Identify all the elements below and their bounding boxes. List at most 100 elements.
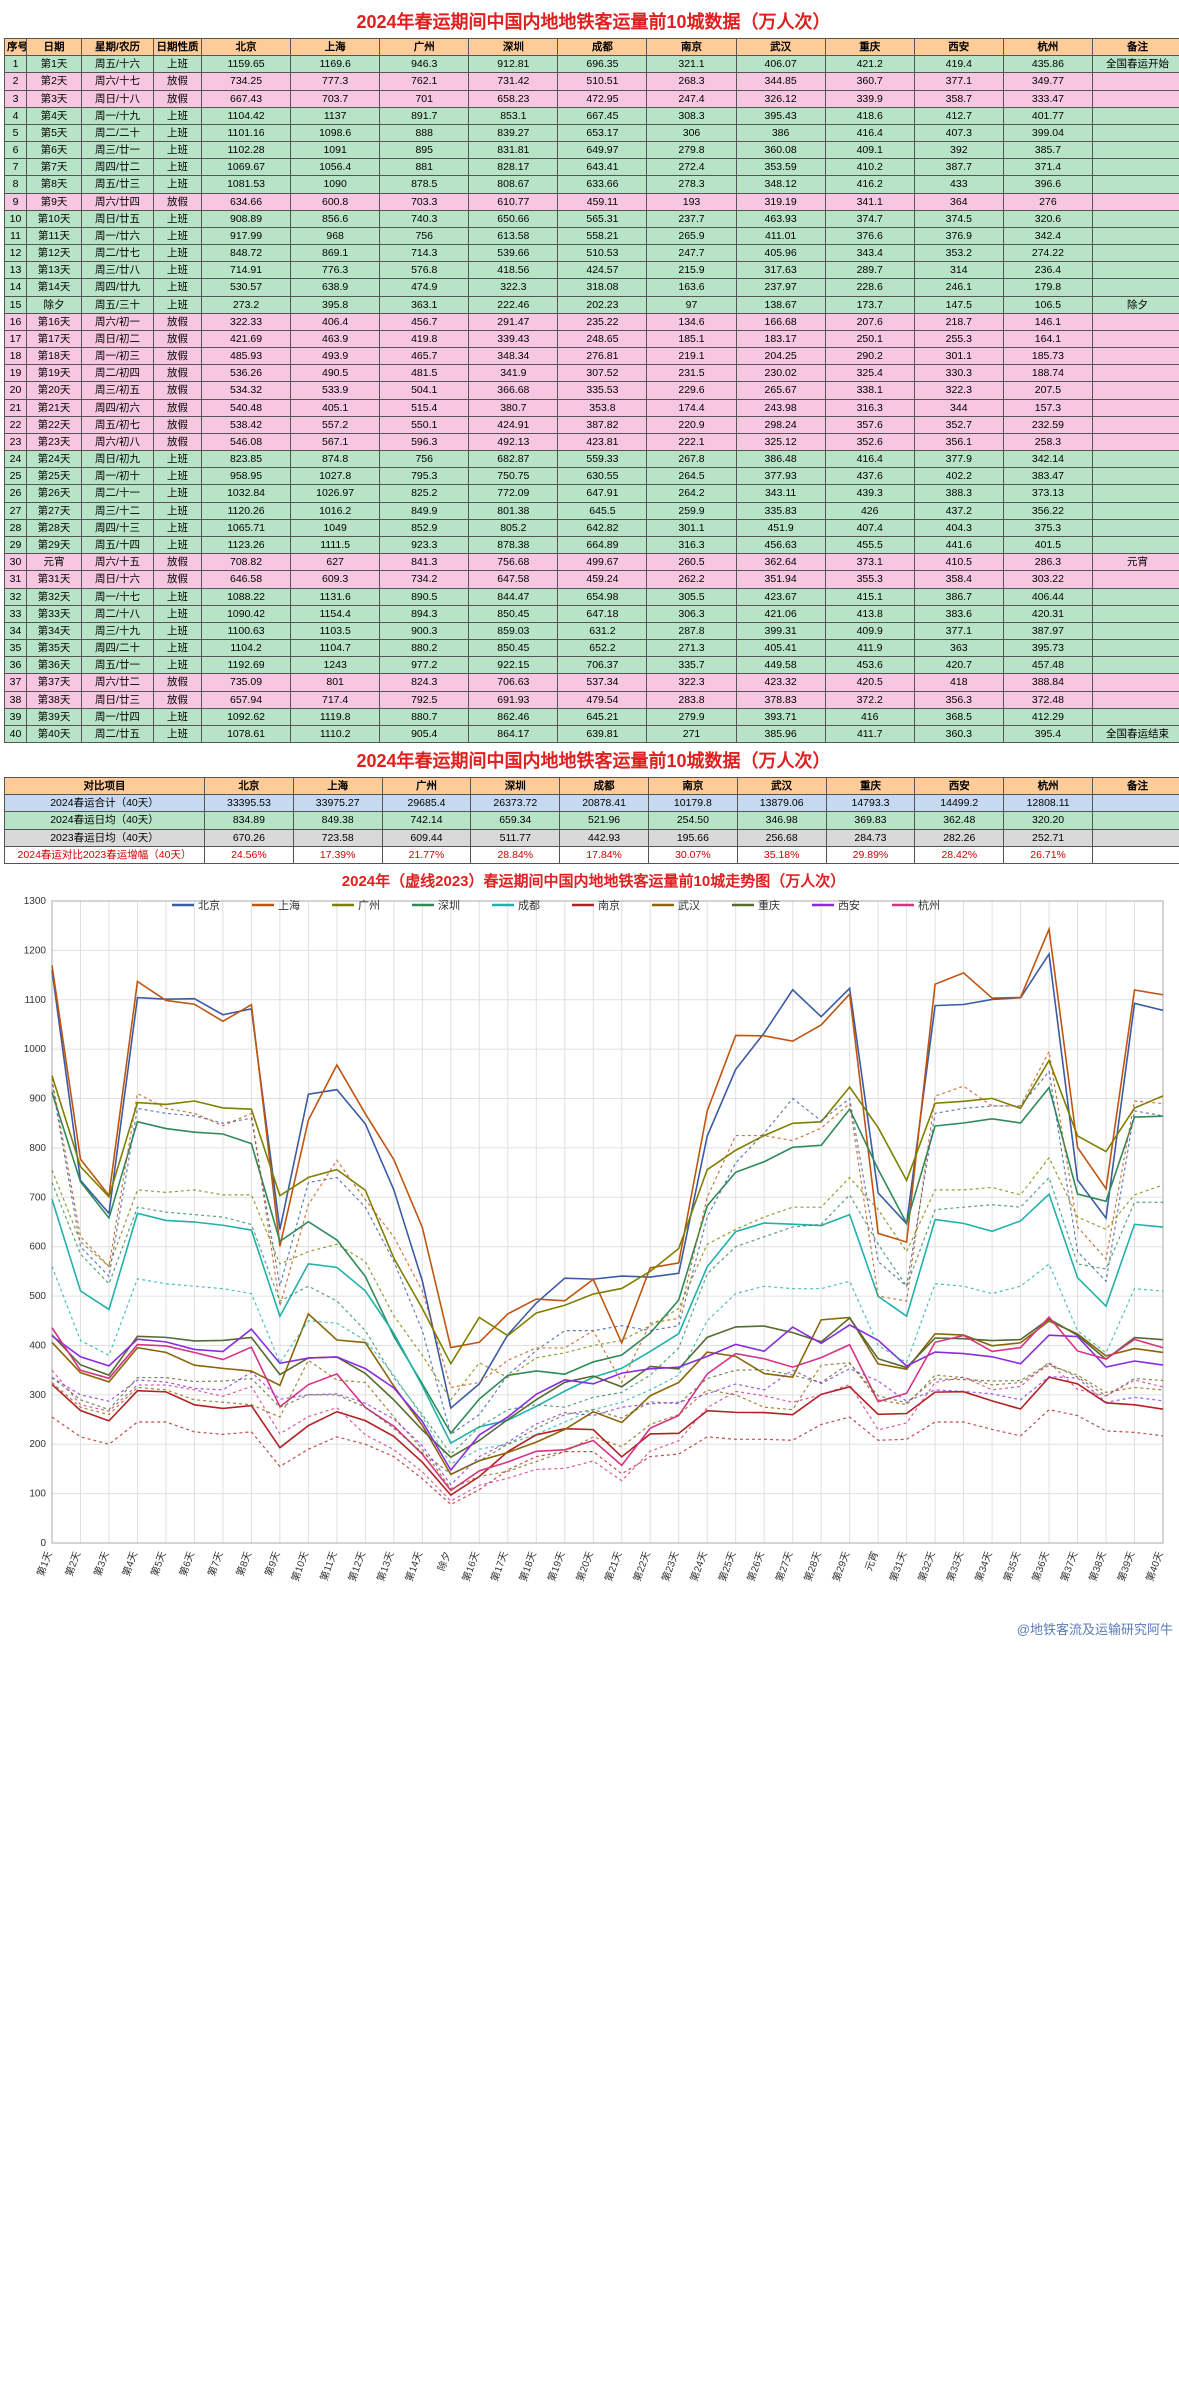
- table-cell: 286.3: [1003, 554, 1092, 571]
- table-cell: 1102.28: [202, 142, 291, 159]
- table-cell: [1093, 708, 1179, 725]
- table-row: 14第14天周四/廿九上班530.57638.9474.9322.3318.08…: [5, 279, 1179, 296]
- table-cell: 1192.69: [202, 657, 291, 674]
- table-cell: 634.66: [202, 193, 291, 210]
- table-cell: 第35天: [27, 640, 82, 657]
- table-cell: 273.2: [202, 296, 291, 313]
- table-cell: [1093, 485, 1179, 502]
- table-row: 13第13天周三/廿八上班714.91776.3576.8418.56424.5…: [5, 262, 1179, 279]
- table-cell: 638.9: [291, 279, 380, 296]
- table-cell: [1093, 365, 1179, 382]
- table-cell: 703.7: [291, 90, 380, 107]
- table-row: 16第16天周六/初一放假322.33406.4456.7291.47235.2…: [5, 313, 1179, 330]
- table-cell: 627: [291, 554, 380, 571]
- table-cell: 179.8: [1003, 279, 1092, 296]
- table-cell: 455.5: [825, 536, 914, 553]
- table-cell: 339.43: [469, 330, 558, 347]
- table-cell: 放假: [154, 330, 202, 347]
- table-cell: 1103.5: [291, 622, 380, 639]
- table-cell: 335.7: [647, 657, 736, 674]
- table-cell: 510.51: [558, 73, 647, 90]
- table-cell: 363.1: [380, 296, 469, 313]
- table-cell: 316.3: [825, 399, 914, 416]
- table-cell: 周日/十八: [82, 90, 154, 107]
- table-cell: [1093, 107, 1179, 124]
- table-cell: 421.2: [825, 56, 914, 73]
- table-cell: 1078.61: [202, 725, 291, 742]
- table-cell: 183.17: [736, 330, 825, 347]
- table-cell: 410.2: [825, 159, 914, 176]
- table-cell: 362.64: [736, 554, 825, 571]
- svg-text:第19天: 第19天: [545, 1549, 568, 1583]
- svg-text:广州: 广州: [358, 899, 380, 912]
- table-cell: 880.2: [380, 640, 469, 657]
- table-cell: 218.7: [914, 313, 1003, 330]
- table-row: 28第28天周四/十三上班1065.711049852.9805.2642.82…: [5, 519, 1179, 536]
- svg-text:第36天: 第36天: [1029, 1549, 1052, 1583]
- table-cell: 1027.8: [291, 468, 380, 485]
- table-cell: 第36天: [27, 657, 82, 674]
- table-cell: 1137: [291, 107, 380, 124]
- table-cell: 16: [5, 313, 27, 330]
- table-cell: 366.68: [469, 382, 558, 399]
- table-cell: 423.81: [558, 433, 647, 450]
- table-row: 26第26天周二/十一上班1032.841026.97825.2772.0964…: [5, 485, 1179, 502]
- table-cell: 320.20: [1004, 812, 1093, 829]
- table-cell: 第32天: [27, 588, 82, 605]
- chart-title: 2024年（虚线2023）春运期间中国内地地铁客运量前10城走势图（万人次）: [4, 870, 1179, 891]
- table-cell: 上班: [154, 245, 202, 262]
- table-cell: 567.1: [291, 433, 380, 450]
- table-row: 33第33天周二/十八上班1090.421154.4894.3850.45647…: [5, 605, 1179, 622]
- table-cell: 459.24: [558, 571, 647, 588]
- table-cell: 420.31: [1003, 605, 1092, 622]
- table-cell: 338.1: [825, 382, 914, 399]
- table-cell: 周日/廿三: [82, 691, 154, 708]
- table-cell: 1119.8: [291, 708, 380, 725]
- table-cell: 2023春运日均（40天）: [5, 829, 205, 846]
- table-cell: 844.47: [469, 588, 558, 605]
- table-cell: 533.9: [291, 382, 380, 399]
- table-cell: 424.91: [469, 416, 558, 433]
- table-cell: 439.3: [825, 485, 914, 502]
- table-cell: 32: [5, 588, 27, 605]
- table-cell: 282.26: [915, 829, 1004, 846]
- table-cell: [1093, 210, 1179, 227]
- table-cell: 703.3: [380, 193, 469, 210]
- table-cell: 664.89: [558, 536, 647, 553]
- table-cell: [1093, 536, 1179, 553]
- table-cell: 12808.11: [1004, 795, 1093, 812]
- table-cell: 395.43: [736, 107, 825, 124]
- table-cell: 3: [5, 90, 27, 107]
- table-cell: 530.57: [202, 279, 291, 296]
- table-row: 3第3天周日/十八放假667.43703.7701658.23472.95247…: [5, 90, 1179, 107]
- table-cell: 163.6: [647, 279, 736, 296]
- table-cell: [1093, 846, 1179, 863]
- table-cell: 537.34: [558, 674, 647, 691]
- table-cell: 上班: [154, 502, 202, 519]
- table-cell: 31: [5, 571, 27, 588]
- table-cell: 放假: [154, 433, 202, 450]
- table-cell: 1243: [291, 657, 380, 674]
- table-cell: 633.66: [558, 176, 647, 193]
- table-cell: 320.6: [1003, 210, 1092, 227]
- table-cell: 1016.2: [291, 502, 380, 519]
- table-row: 20第20天周三/初五放假534.32533.9504.1366.68335.5…: [5, 382, 1179, 399]
- table-cell: 放假: [154, 193, 202, 210]
- table-cell: 252.71: [1004, 829, 1093, 846]
- svg-text:第37天: 第37天: [1057, 1549, 1080, 1583]
- table-cell: [1093, 142, 1179, 159]
- table-cell: 457.48: [1003, 657, 1092, 674]
- table-cell: 849.9: [380, 502, 469, 519]
- table-cell: [1093, 812, 1179, 829]
- table-cell: 193: [647, 193, 736, 210]
- table-cell: 900.3: [380, 622, 469, 639]
- table-cell: 14793.3: [826, 795, 915, 812]
- table-cell: 421.69: [202, 330, 291, 347]
- table-cell: 823.85: [202, 451, 291, 468]
- table-cell: 864.17: [469, 725, 558, 742]
- table-cell: 550.1: [380, 416, 469, 433]
- table-cell: 放假: [154, 571, 202, 588]
- table-cell: 第16天: [27, 313, 82, 330]
- table-cell: 上班: [154, 262, 202, 279]
- table-cell: 上班: [154, 605, 202, 622]
